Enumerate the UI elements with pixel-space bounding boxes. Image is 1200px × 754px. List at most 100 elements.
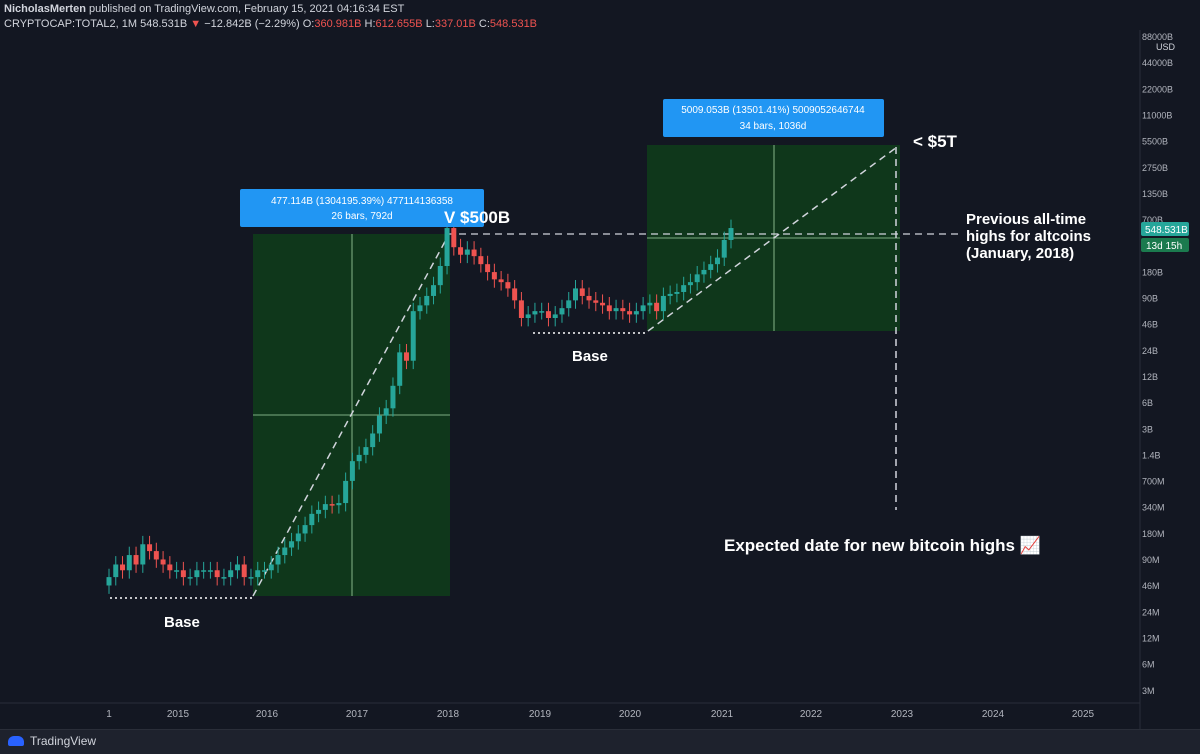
candle-body xyxy=(336,503,342,506)
x-tick-label: 2022 xyxy=(800,709,823,720)
candle-body xyxy=(687,282,693,286)
candle-body xyxy=(167,564,173,571)
candle-body xyxy=(147,544,153,552)
candle-body xyxy=(241,564,247,578)
candle-body xyxy=(444,228,450,266)
candle-body xyxy=(410,311,416,361)
close-label: C: xyxy=(478,18,490,30)
measure-label-2-line1: 5009.053B (13501.41%) 5009052646744 xyxy=(681,105,865,116)
symbol-label[interactable]: CRYPTOCAP:TOTAL2, 1M xyxy=(4,18,138,30)
brand-name: TradingView xyxy=(30,734,97,748)
y-tick-label: 22000B xyxy=(1142,84,1173,94)
x-tick-label: 2019 xyxy=(529,709,552,720)
trend-line-2 xyxy=(647,146,898,332)
candle-body xyxy=(667,293,673,296)
x-tick-label: 2015 xyxy=(167,709,190,720)
candle-body xyxy=(478,256,484,265)
candle-body xyxy=(221,577,227,579)
candle-body xyxy=(674,291,680,294)
candle-body xyxy=(424,295,430,306)
candle-body xyxy=(174,570,180,572)
x-tick-label: 2018 xyxy=(437,709,460,720)
tradingview-cloud-icon xyxy=(8,736,24,746)
high-label: H: xyxy=(364,18,376,30)
candle-body xyxy=(708,264,714,270)
candle-body xyxy=(316,509,322,514)
x-tick-label: 2025 xyxy=(1072,709,1095,720)
candle-body xyxy=(681,285,687,292)
last-price: 548.531B xyxy=(140,18,188,30)
candle-body xyxy=(160,559,166,565)
candle-body xyxy=(437,265,443,286)
candle-body xyxy=(255,570,261,578)
x-tick-label: 2023 xyxy=(891,709,914,720)
candle-body xyxy=(248,577,254,579)
tradingview-logo[interactable]: TradingView xyxy=(8,734,96,748)
candle-body xyxy=(282,547,288,556)
candle-body xyxy=(234,564,240,571)
candle-body xyxy=(126,555,132,571)
candle-body xyxy=(627,311,633,315)
candle-body xyxy=(525,314,531,318)
candle-body xyxy=(606,305,612,312)
price-tag: 548.531B xyxy=(1145,225,1188,236)
candle-body xyxy=(491,272,497,280)
candles-group xyxy=(106,219,734,594)
y-tick-label: 11000B xyxy=(1142,110,1172,120)
open-value: 360.981B xyxy=(314,18,362,30)
candle-body xyxy=(309,513,315,526)
candle-body xyxy=(532,311,538,315)
candle-body xyxy=(518,300,524,318)
candle-body xyxy=(512,288,518,301)
candle-body xyxy=(289,541,295,548)
candle-body xyxy=(539,311,545,313)
y-tick-label: 6M xyxy=(1142,660,1155,670)
candle-body xyxy=(485,264,491,273)
candle-body xyxy=(180,570,186,578)
y-tick-label: 700B xyxy=(1142,215,1163,225)
y-tick-label: 24B xyxy=(1142,346,1158,356)
candle-body xyxy=(458,247,464,255)
candle-body xyxy=(268,564,274,571)
y-tick-label: 88000B xyxy=(1142,32,1173,42)
author-name[interactable]: NicholasMerten xyxy=(4,3,86,15)
chart-header: NicholasMerten published on TradingView.… xyxy=(4,2,537,32)
candle-body xyxy=(356,454,362,462)
published-text: published on TradingView.com, February 1… xyxy=(88,3,405,15)
x-tick-label: 2024 xyxy=(982,709,1005,720)
y-tick-label: 44000B xyxy=(1142,58,1173,68)
measure-label-1-bg xyxy=(240,189,484,227)
y-tick-label: 12M xyxy=(1142,633,1160,643)
countdown-tag: 13d 15h xyxy=(1146,241,1182,252)
candle-body xyxy=(228,570,234,578)
y-tick-label: 3B xyxy=(1142,424,1153,434)
price-tag-bg xyxy=(1141,222,1189,236)
publish-line: NicholasMerten published on TradingView.… xyxy=(4,2,537,17)
y-tick-label: 180B xyxy=(1142,267,1163,277)
peak-label: V $500B xyxy=(444,208,510,227)
countdown-tag-bg xyxy=(1141,238,1189,252)
candle-body xyxy=(694,274,700,283)
candle-body xyxy=(573,288,578,301)
y-tick-label: 46B xyxy=(1142,320,1158,330)
candle-body xyxy=(370,433,376,448)
candle-body xyxy=(498,279,504,283)
candle-body xyxy=(505,282,511,289)
y-tick-label: 700M xyxy=(1142,477,1165,487)
open-label: O: xyxy=(302,18,315,30)
footer-bar: TradingView xyxy=(0,729,1200,754)
measure-label-1-line2: 26 bars, 792d xyxy=(331,211,392,222)
target-label: < $5T xyxy=(913,132,958,151)
candle-body xyxy=(640,305,646,312)
candle-body xyxy=(451,228,457,248)
candle-body xyxy=(153,551,159,560)
candle-body xyxy=(106,577,112,586)
high-value: 612.655B xyxy=(375,18,423,30)
change-value: −12.842B (−2.29%) xyxy=(204,18,300,30)
candle-body xyxy=(403,352,409,361)
candle-body xyxy=(390,385,396,409)
candle-body xyxy=(654,302,660,312)
x-tick-label: 2017 xyxy=(346,709,369,720)
candle-body xyxy=(633,311,639,315)
